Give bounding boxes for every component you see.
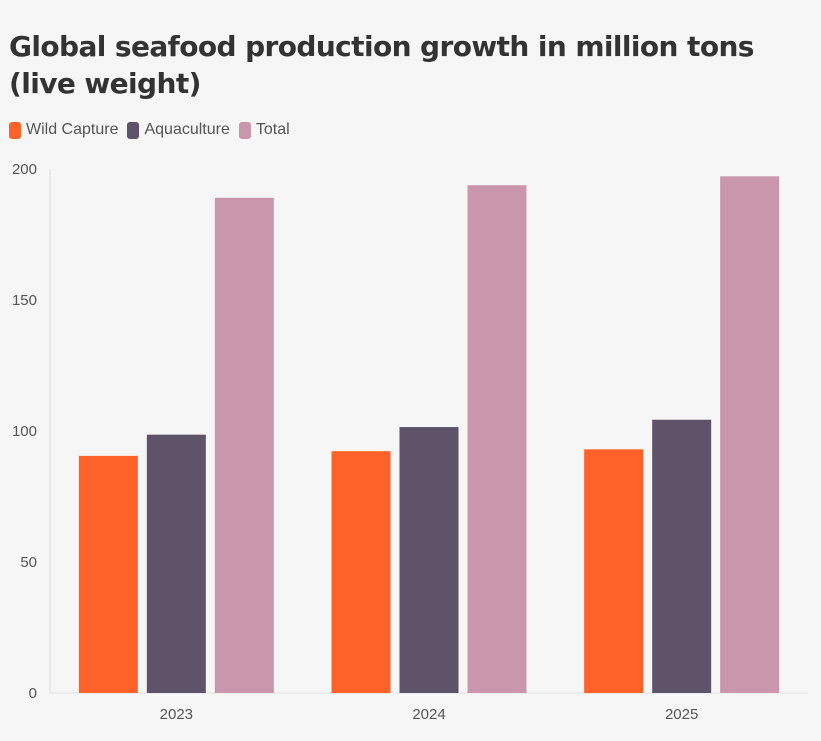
x-tick-label-2023: 2023 bbox=[160, 706, 193, 723]
bar-wild-capture-2023[interactable] bbox=[78, 455, 138, 693]
bar-total-2023[interactable] bbox=[214, 197, 274, 693]
legend-item-aquaculture[interactable]: Aquaculture bbox=[127, 121, 230, 139]
bar-aquaculture-2025[interactable] bbox=[652, 419, 712, 693]
bar-total-2025[interactable] bbox=[720, 176, 780, 693]
x-tick-label-2024: 2024 bbox=[412, 706, 445, 723]
y-tick-label-0: 0 bbox=[29, 685, 37, 702]
bar-aquaculture-2024[interactable] bbox=[399, 427, 459, 693]
y-tick-label-100: 100 bbox=[12, 423, 37, 440]
legend-swatch-total bbox=[238, 121, 251, 139]
bar-total-2024[interactable] bbox=[467, 185, 527, 693]
legend-item-total[interactable]: Total bbox=[238, 121, 290, 139]
legend-swatch-wild-capture bbox=[9, 121, 21, 139]
y-tick-label-150: 150 bbox=[12, 292, 37, 309]
bar-wild-capture-2024[interactable] bbox=[331, 451, 391, 693]
legend-label-wild-capture: Wild Capture bbox=[26, 121, 119, 138]
chart-title: Global seafood production growth in mill… bbox=[9, 30, 754, 100]
legend-label-aquaculture: Aquaculture bbox=[144, 121, 230, 138]
bar-aquaculture-2023[interactable] bbox=[146, 434, 206, 693]
y-tick-label-200: 200 bbox=[12, 161, 37, 178]
bar-wild-capture-2025[interactable] bbox=[584, 449, 644, 693]
x-tick-label-2025: 2025 bbox=[665, 706, 698, 723]
y-tick-label-50: 50 bbox=[20, 554, 37, 571]
legend-label-total: Total bbox=[255, 121, 290, 138]
legend-item-wild-capture[interactable]: Wild Capture bbox=[9, 121, 118, 139]
legend: Wild Capture Aquaculture Total bbox=[9, 121, 290, 139]
legend-swatch-aquaculture bbox=[127, 121, 140, 139]
